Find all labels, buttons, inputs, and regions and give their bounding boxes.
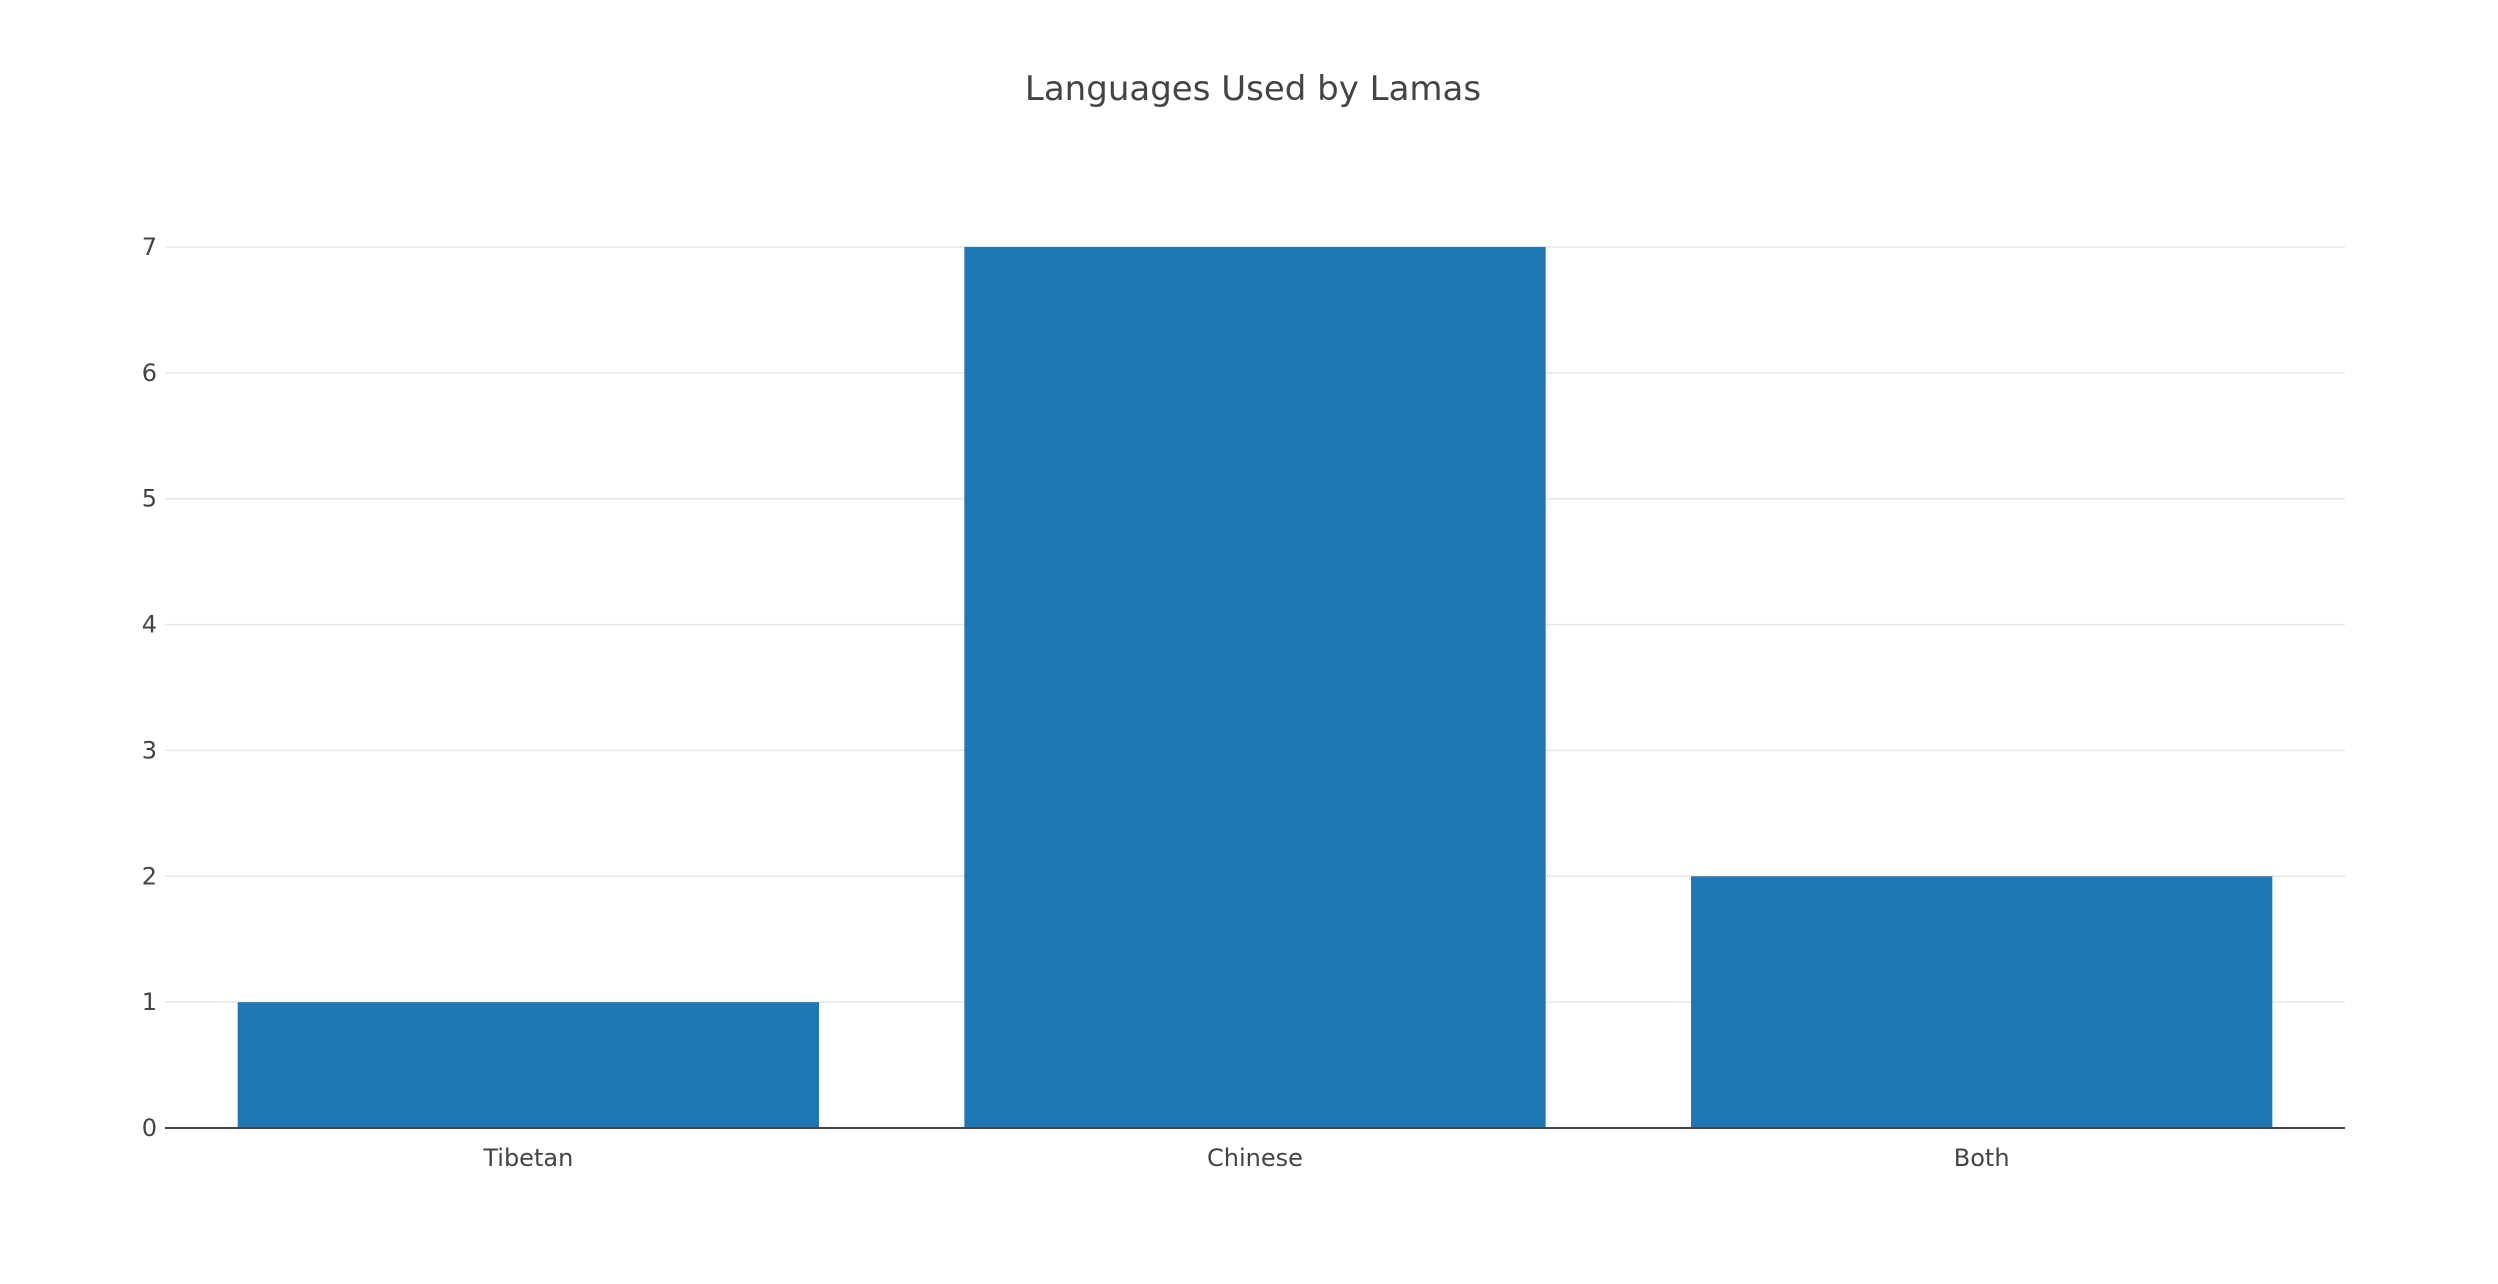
chart-title: Languages Used by Lamas — [1025, 69, 1481, 109]
y-tick-label: 6 — [142, 359, 157, 387]
y-tick-label: 7 — [142, 233, 157, 261]
y-axis-ticks: 0 1 2 3 4 5 6 7 — [142, 233, 157, 1142]
y-tick-label: 1 — [142, 988, 157, 1016]
bar-both[interactable] — [1691, 876, 2273, 1128]
bars — [237, 247, 2273, 1128]
x-tick-label-tibetan: Tibetan — [482, 1144, 573, 1172]
x-axis-ticks: Tibetan Chinese Both — [482, 1144, 2009, 1172]
bar-tibetan[interactable] — [237, 1002, 819, 1128]
bar-chinese[interactable] — [964, 247, 1546, 1128]
y-tick-label: 2 — [142, 862, 157, 890]
x-tick-label-both: Both — [1954, 1144, 2010, 1172]
x-tick-label-chinese: Chinese — [1207, 1144, 1303, 1172]
y-tick-label: 3 — [142, 736, 157, 764]
y-tick-label: 4 — [142, 611, 157, 639]
y-tick-label: 0 — [142, 1114, 157, 1142]
y-tick-label: 5 — [142, 485, 157, 513]
